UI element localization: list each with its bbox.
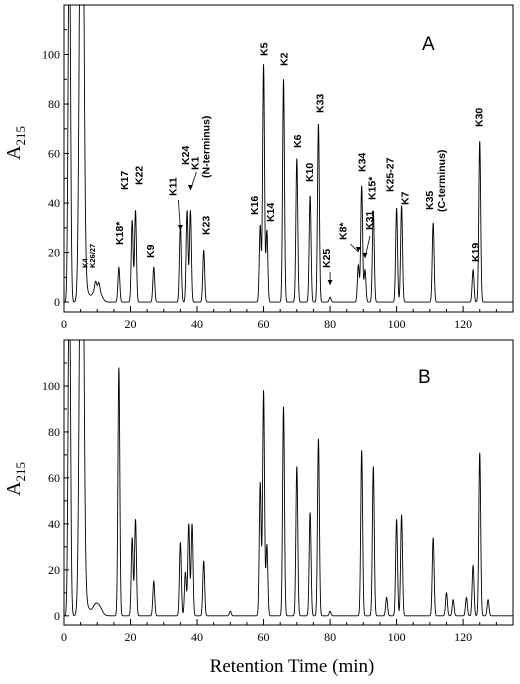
chromatogram-trace-a	[63, 4, 513, 303]
y-axis-title-b: A215	[3, 462, 28, 496]
y-axis-title-b-main: A	[3, 481, 25, 496]
peak-label: K17	[119, 171, 131, 190]
x-tick-label: 100	[388, 317, 406, 331]
y-axis-title-a-sub: 215	[13, 126, 28, 146]
y-tick-label: 0	[54, 295, 60, 309]
peak-label: K5	[259, 42, 271, 56]
y-axis-title-b-sub: 215	[13, 462, 28, 482]
y-tick-label: 100	[42, 48, 60, 62]
x-axis-ticks-a: 0 20 40 60 80 100 120	[61, 306, 497, 331]
x-tick-label: 100	[388, 630, 406, 644]
x-tick-label: 120	[454, 630, 472, 644]
peak-label: K26/27	[88, 244, 97, 268]
plot-frame-a	[63, 4, 514, 313]
y-tick-label: 40	[48, 517, 60, 531]
peak-label: K15*	[366, 176, 378, 200]
peak-label: K11	[167, 177, 179, 196]
peak-label: K16	[249, 196, 261, 215]
x-tick-label: 20	[125, 317, 137, 331]
peak-arrow-head	[362, 253, 368, 258]
y-tick-label: 80	[48, 97, 60, 111]
peak-arrow	[350, 243, 359, 253]
x-tick-label: 0	[61, 317, 67, 331]
y-axis-ticks-a: 0 20 40 60 80 100	[42, 29, 69, 309]
y-axis-title-a-main: A	[3, 145, 25, 160]
plot-frame-b	[63, 339, 514, 626]
peak-label: K18*	[114, 221, 126, 245]
peak-label: K34	[357, 153, 369, 172]
peak-label: K35	[424, 191, 436, 210]
peak-arrow-head	[327, 280, 333, 285]
peak-label: K1	[189, 156, 201, 170]
peak-label: K25-27	[385, 157, 397, 192]
peak-label: K10	[304, 163, 316, 182]
y-axis-ticks-b: 0 20 40 60 80 100	[42, 362, 69, 623]
panel-letter-b: B	[418, 367, 431, 388]
peak-label: K9	[145, 244, 157, 258]
y-tick-label: 100	[42, 379, 60, 393]
x-axis-ticks-b: 0 20 40 60 80 100 120	[61, 619, 497, 644]
peak-label: K22	[134, 166, 146, 185]
peak-label: K4	[81, 258, 90, 268]
y-tick-label: 60	[48, 471, 60, 485]
y-tick-label: 40	[48, 196, 60, 210]
y-tick-label: 80	[48, 425, 60, 439]
x-tick-label: 0	[61, 630, 67, 644]
peak-label: K30	[474, 108, 486, 127]
peak-label: K25	[321, 249, 333, 268]
peak-label: K6	[292, 134, 304, 148]
y-tick-label: 60	[48, 147, 60, 161]
panel-letter-a: A	[422, 34, 435, 55]
peak-arrow-head	[187, 185, 193, 190]
peak-label: K14	[265, 203, 277, 222]
peak-label: K2	[279, 52, 291, 66]
peak-label: K23	[201, 216, 213, 235]
y-tick-label: 0	[54, 609, 60, 623]
peak-label: K19	[470, 243, 482, 262]
y-axis-title-a: A215	[3, 126, 28, 160]
peak-arrow-head	[355, 247, 361, 252]
x-tick-label: 120	[454, 317, 472, 331]
peak-label: K24	[180, 146, 192, 165]
panel-b: 0 20 40 60 80 100 0 20 40 60 80 100 120 B A215 Rete…	[3, 339, 514, 677]
peak-label: K8*	[337, 222, 349, 240]
x-tick-label: 60	[258, 630, 270, 644]
y-tick-label: 20	[48, 246, 60, 260]
peak-arrow-head	[177, 225, 183, 230]
x-tick-label: 20	[125, 630, 137, 644]
chromatogram-trace-b	[63, 339, 513, 617]
y-tick-label: 20	[48, 563, 60, 577]
x-tick-label: 80	[324, 630, 336, 644]
x-tick-label: 80	[324, 317, 336, 331]
peak-label: K31	[364, 211, 376, 230]
x-axis-title: Retention Time (min)	[210, 656, 375, 677]
peak-annotation: (C-terminus)	[436, 150, 448, 212]
x-tick-label: 40	[191, 630, 203, 644]
peak-annotation: (N-terminus)	[200, 116, 212, 178]
x-tick-label: 60	[258, 317, 270, 331]
peak-label: K33	[314, 94, 326, 113]
x-tick-label: 40	[191, 317, 203, 331]
peak-label: K7	[400, 191, 412, 205]
